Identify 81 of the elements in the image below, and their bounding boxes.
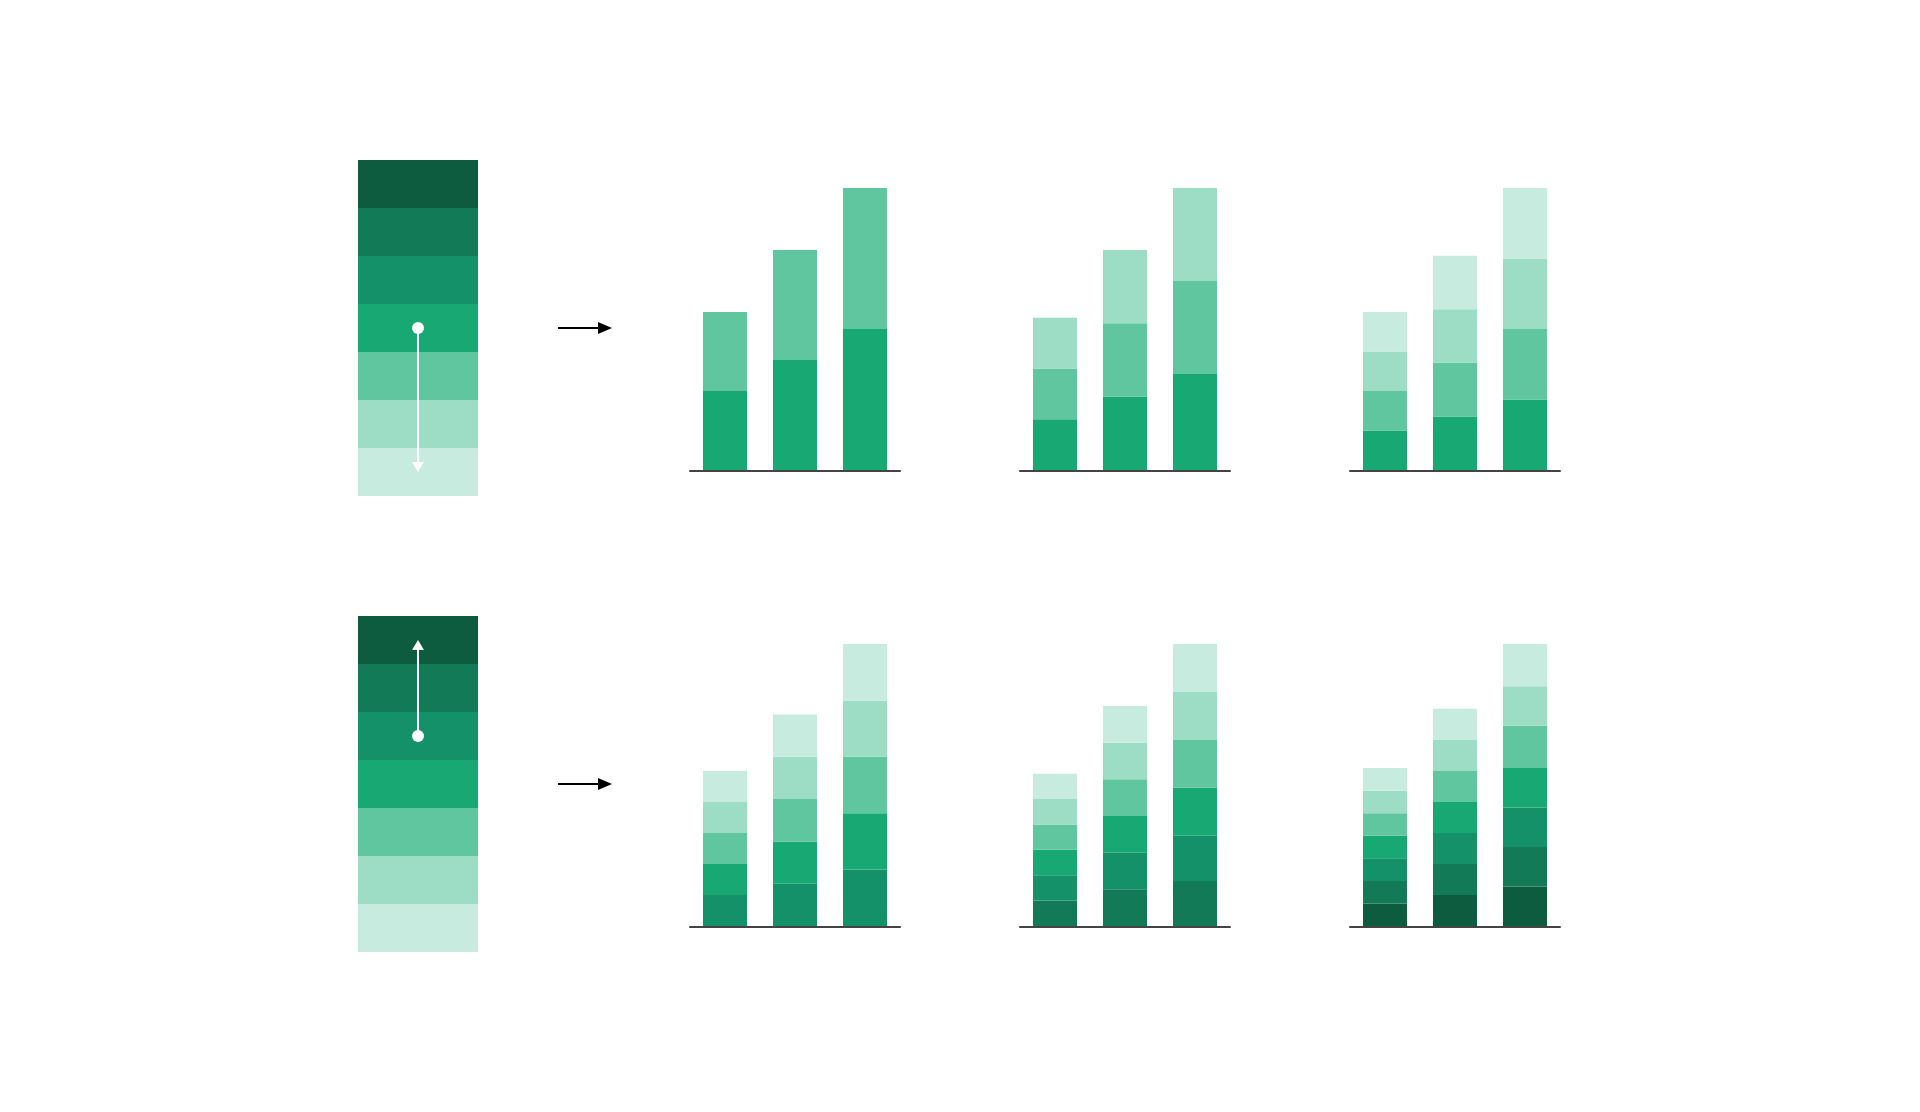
bar <box>1173 188 1217 282</box>
bar <box>1173 374 1217 470</box>
bar <box>1503 329 1547 400</box>
bar <box>843 329 887 470</box>
bar <box>1033 799 1077 825</box>
bar <box>843 756 887 814</box>
bar <box>843 700 887 757</box>
bar <box>1103 396 1147 470</box>
bar <box>1433 255 1477 310</box>
bar <box>703 894 747 926</box>
bar <box>1033 875 1077 901</box>
bar <box>1033 824 1077 850</box>
bar <box>1033 419 1077 470</box>
bar <box>1363 813 1407 836</box>
bar <box>1433 832 1477 864</box>
bar <box>1103 852 1147 890</box>
bar <box>1033 317 1077 369</box>
bar <box>1503 725 1547 769</box>
bar <box>703 391 747 470</box>
bar <box>773 756 817 800</box>
bar <box>1503 644 1547 687</box>
bar <box>1433 416 1477 470</box>
bar <box>1173 787 1217 836</box>
bar <box>773 714 817 757</box>
bar <box>703 312 747 392</box>
bar <box>773 841 817 884</box>
bar <box>1033 900 1077 926</box>
bar <box>1103 706 1147 743</box>
bar <box>703 832 747 864</box>
bar <box>1503 399 1547 470</box>
bar <box>1033 368 1077 420</box>
bar <box>1103 742 1147 780</box>
bar <box>1103 779 1147 817</box>
bar <box>1363 858 1407 881</box>
bar <box>1103 816 1147 853</box>
bar <box>1503 258 1547 329</box>
bar <box>1363 903 1407 926</box>
bar <box>773 250 817 361</box>
bar <box>1173 691 1217 740</box>
bar <box>1173 644 1217 692</box>
bar <box>1503 807 1547 848</box>
bar <box>1173 835 1217 881</box>
bar <box>1363 391 1407 431</box>
bar <box>1363 768 1407 791</box>
bar <box>1433 739 1477 771</box>
bar <box>773 883 817 926</box>
bar <box>1173 880 1217 926</box>
bar <box>1433 708 1477 740</box>
bar <box>1503 847 1547 887</box>
bar <box>1103 323 1147 397</box>
bar <box>1033 849 1077 876</box>
bar <box>773 799 817 842</box>
bar <box>1173 739 1217 788</box>
bar <box>1433 309 1477 363</box>
bar <box>1363 790 1407 814</box>
bar <box>773 360 817 470</box>
bar <box>1103 889 1147 926</box>
bar <box>1173 281 1217 375</box>
bar <box>1433 362 1477 417</box>
bar <box>1433 894 1477 926</box>
bar <box>1033 773 1077 800</box>
bar <box>1363 312 1407 352</box>
bar <box>1363 835 1407 859</box>
bar <box>703 770 747 802</box>
bar <box>843 813 887 870</box>
bar <box>1433 801 1477 833</box>
bar <box>1363 430 1407 470</box>
bar <box>1363 351 1407 392</box>
bar <box>703 863 747 895</box>
bar <box>703 801 747 833</box>
bar <box>1433 863 1477 895</box>
bar <box>1503 886 1547 926</box>
bar <box>1503 768 1547 808</box>
bar <box>1503 686 1547 726</box>
bar <box>843 188 887 329</box>
bar <box>843 644 887 701</box>
bar <box>1103 250 1147 324</box>
bar <box>843 869 887 926</box>
bar <box>1503 188 1547 259</box>
bar <box>1363 880 1407 904</box>
bar <box>1433 770 1477 802</box>
